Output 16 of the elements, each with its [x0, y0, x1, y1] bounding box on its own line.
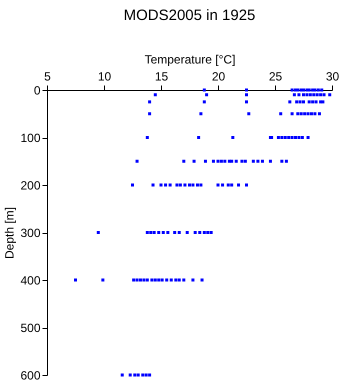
y-tick-label: 100 — [20, 131, 41, 145]
x-tick-label: 15 — [154, 70, 168, 84]
x-tick-label: 10 — [98, 70, 112, 84]
x-axis-title: Temperature [°C] — [144, 52, 236, 66]
y-axis-title: Depth [m] — [2, 206, 16, 260]
y-tick-label: 200 — [20, 178, 41, 192]
x-tick-label: 5 — [44, 70, 52, 84]
x-tick-label: 20 — [212, 70, 226, 84]
y-tick-label: 500 — [20, 321, 41, 335]
y-tick-label: 600 — [20, 368, 41, 382]
x-tick-label: 25 — [268, 70, 282, 84]
x-tick-label: 30 — [326, 70, 340, 84]
y-tick-label: 400 — [20, 274, 41, 288]
y-tick-label: 300 — [20, 226, 41, 240]
y-tick-label: 0 — [34, 84, 41, 98]
chart-title: MODS2005 in 1925 — [124, 7, 256, 24]
